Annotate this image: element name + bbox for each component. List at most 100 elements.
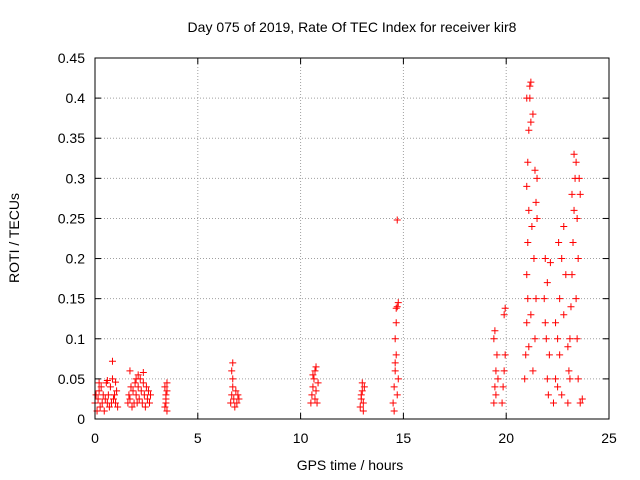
x-tick-labels: 0 5 10 15 20 25 [91, 430, 617, 446]
data-point [393, 391, 401, 399]
data-point [392, 351, 400, 359]
data-point [100, 407, 108, 415]
data-point [311, 367, 319, 375]
data-point [569, 239, 577, 247]
data-points [91, 78, 586, 415]
data-point [533, 174, 541, 182]
data-point [521, 375, 529, 383]
data-point [573, 335, 581, 343]
data-point [501, 351, 509, 359]
y-tick-label: 0.2 [66, 251, 86, 267]
data-point [132, 391, 140, 399]
data-point [312, 363, 320, 371]
data-point [552, 319, 560, 327]
data-point [163, 387, 171, 395]
data-point [564, 399, 572, 407]
data-point [523, 182, 531, 190]
data-point [544, 391, 552, 399]
data-point [232, 387, 240, 395]
data-point [498, 399, 506, 407]
data-point [359, 407, 367, 415]
data-point [558, 255, 566, 263]
data-point [528, 222, 536, 230]
data-point [95, 387, 103, 395]
data-point [108, 357, 116, 365]
data-point [556, 351, 564, 359]
data-point [541, 255, 549, 263]
data-point [531, 166, 539, 174]
data-point [549, 399, 557, 407]
data-point [555, 239, 563, 247]
data-point [566, 375, 574, 383]
data-point [309, 371, 317, 379]
data-point [360, 383, 368, 391]
data-point [228, 391, 236, 399]
x-tick-label: 5 [194, 430, 202, 446]
data-point [309, 383, 317, 391]
data-point [143, 395, 151, 403]
data-point [568, 271, 576, 279]
data-point [576, 399, 584, 407]
data-point [558, 391, 566, 399]
data-point [110, 395, 118, 403]
data-point [492, 367, 500, 375]
data-point [129, 387, 137, 395]
data-point [573, 214, 581, 222]
y-tick-label: 0.25 [58, 210, 85, 226]
data-point [530, 255, 538, 263]
data-point [570, 150, 578, 158]
data-point [141, 403, 149, 411]
data-point [540, 295, 548, 303]
data-point [575, 174, 583, 182]
x-tick-label: 15 [396, 430, 412, 446]
data-point [126, 395, 134, 403]
grid-lines [95, 58, 609, 419]
data-point [529, 367, 537, 375]
data-point [492, 391, 500, 399]
data-point [113, 387, 121, 395]
data-point [527, 311, 535, 319]
x-tick-label: 25 [601, 430, 617, 446]
data-point [392, 304, 400, 312]
y-tick-label: 0.35 [58, 130, 85, 146]
data-point [543, 375, 551, 383]
y-tick-label: 0.4 [66, 90, 86, 106]
data-point [97, 383, 105, 391]
data-point [500, 367, 508, 375]
data-point [566, 335, 574, 343]
data-point [570, 206, 578, 214]
data-point [356, 403, 364, 411]
data-point [134, 371, 142, 379]
data-point [147, 391, 155, 399]
data-point [234, 391, 242, 399]
y-tick-label: 0.15 [58, 291, 85, 307]
data-point [493, 351, 501, 359]
data-point [392, 319, 400, 327]
data-point [233, 399, 241, 407]
data-point [491, 327, 499, 335]
y-tick-label: 0.1 [66, 331, 86, 347]
data-point [554, 335, 562, 343]
data-point [525, 343, 533, 351]
data-point [132, 375, 140, 383]
data-point [112, 378, 120, 386]
data-point [499, 383, 507, 391]
data-point [308, 391, 316, 399]
data-point [111, 391, 119, 399]
data-point [229, 383, 237, 391]
data-point [568, 190, 576, 198]
data-point [391, 335, 399, 343]
y-tick-labels: 0 0.05 0.1 0.15 0.2 0.25 0.3 0.35 0.4 0.45 [58, 50, 85, 427]
data-point [134, 383, 142, 391]
data-point [572, 158, 580, 166]
data-point [560, 311, 568, 319]
data-point [162, 391, 170, 399]
data-point [162, 399, 170, 407]
data-point [131, 379, 139, 387]
data-point [104, 391, 112, 399]
data-point [126, 367, 134, 375]
data-point [312, 387, 320, 395]
data-point [390, 407, 398, 415]
data-point [92, 391, 100, 399]
data-point [161, 383, 169, 391]
